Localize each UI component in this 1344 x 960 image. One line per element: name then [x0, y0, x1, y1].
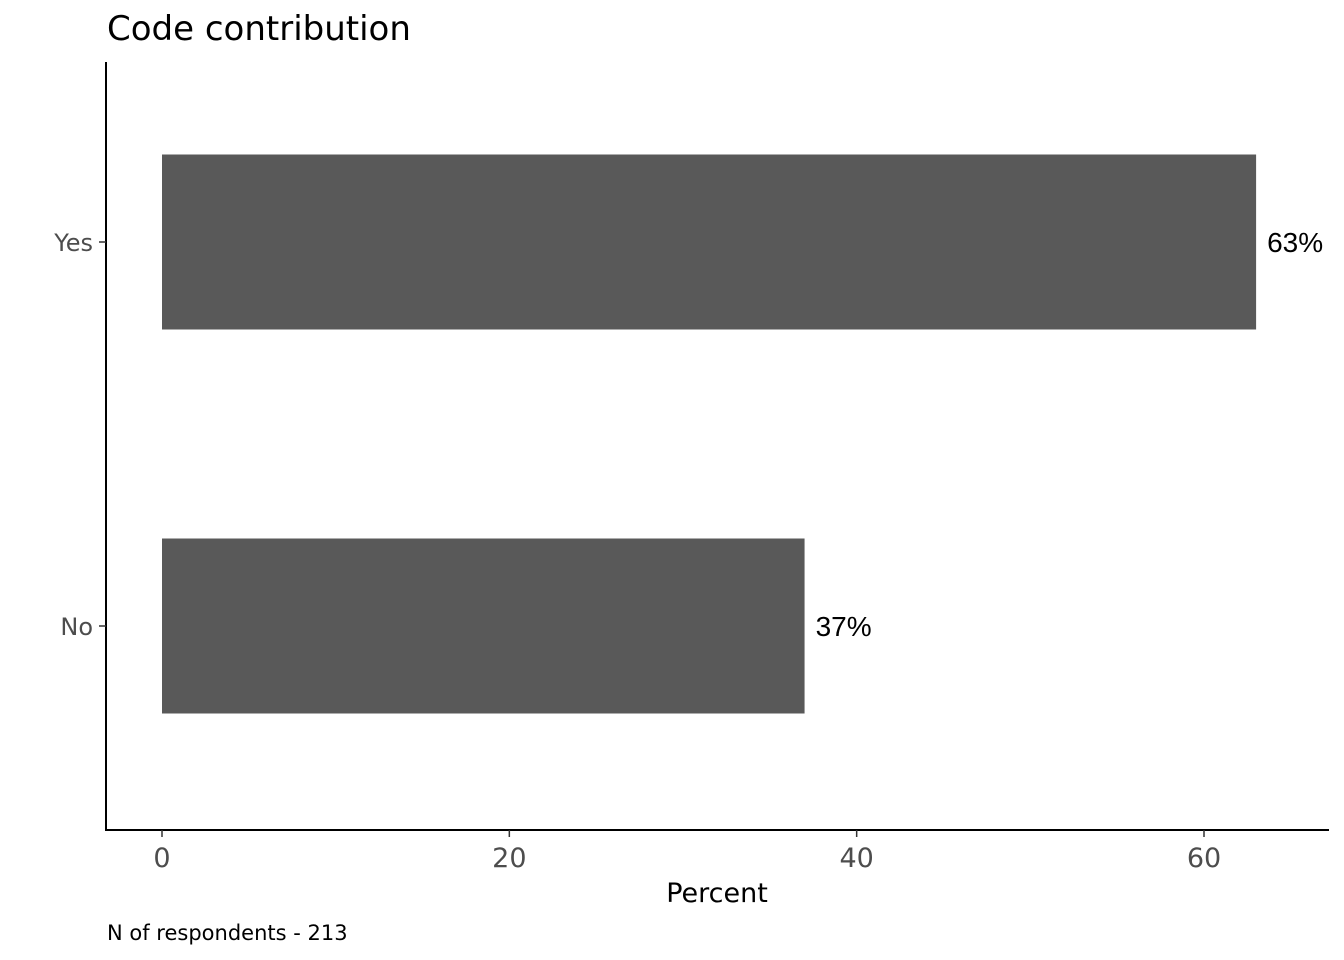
bars-layer: 63% 37%: [162, 154, 1323, 714]
data-label-no: 37%: [816, 611, 872, 642]
caption: N of respondents - 213: [107, 921, 348, 945]
bar-no: [162, 538, 805, 714]
chart-title: Code contribution: [107, 9, 411, 49]
x-tick-label-20: 20: [492, 843, 526, 874]
x-tick-label-60: 60: [1187, 843, 1221, 874]
data-label-yes: 63%: [1267, 227, 1323, 258]
x-axis-title: Percent: [666, 878, 768, 909]
x-tick-label-40: 40: [839, 843, 873, 874]
y-tick-label-no: No: [60, 613, 93, 641]
y-ticks: Yes No: [53, 229, 106, 641]
x-tick-label-0: 0: [153, 843, 170, 874]
x-ticks: 0 20 40 60: [153, 830, 1221, 874]
axes-layer: [105, 62, 1329, 831]
y-tick-label-yes: Yes: [53, 229, 93, 257]
bar-yes: [162, 154, 1257, 330]
